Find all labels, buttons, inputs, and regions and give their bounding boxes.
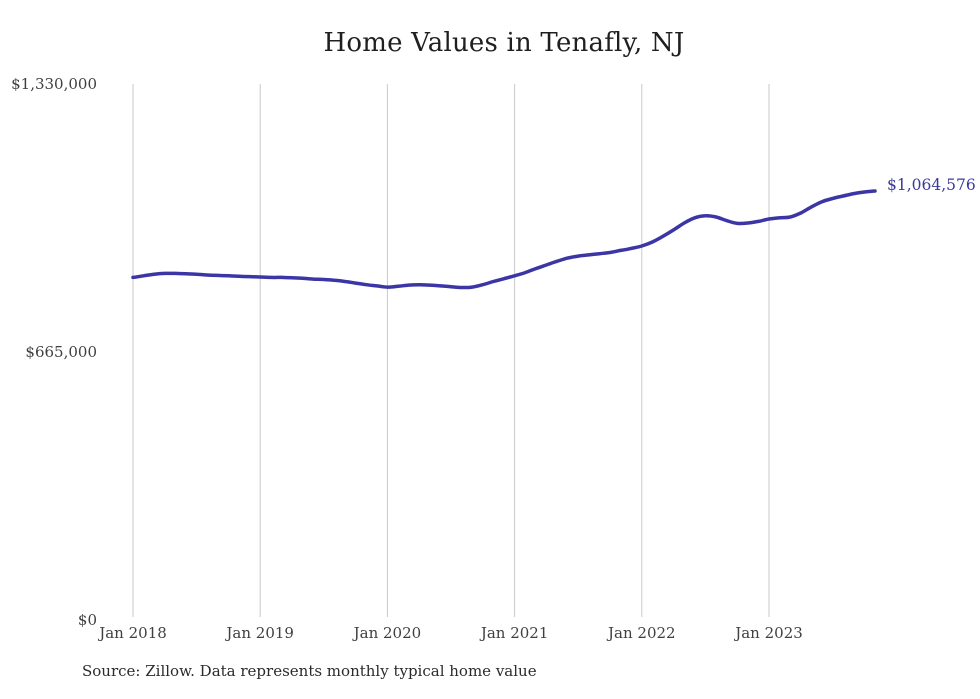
source-note: Source: Zillow. Data represents monthly … bbox=[82, 662, 537, 680]
x-axis-tick-label: Jan 2021 bbox=[480, 624, 549, 642]
y-axis-tick-label: $1,330,000 bbox=[11, 75, 97, 93]
x-axis-tick-label: Jan 2018 bbox=[99, 624, 167, 642]
y-axis-tick-label: $665,000 bbox=[25, 343, 97, 361]
home-value-series-line bbox=[131, 189, 877, 290]
latest-value-label: $1,064,576 bbox=[887, 176, 976, 194]
x-axis-tick-label: Jan 2023 bbox=[735, 624, 803, 642]
x-axis-tick-label: Jan 2019 bbox=[226, 624, 294, 642]
chart-title: Home Values in Tenafly, NJ bbox=[323, 28, 685, 58]
y-axis-tick-label: $0 bbox=[77, 611, 97, 629]
x-axis-tick-label: Jan 2022 bbox=[608, 624, 676, 642]
x-axis-tick-label: Jan 2020 bbox=[353, 624, 422, 642]
